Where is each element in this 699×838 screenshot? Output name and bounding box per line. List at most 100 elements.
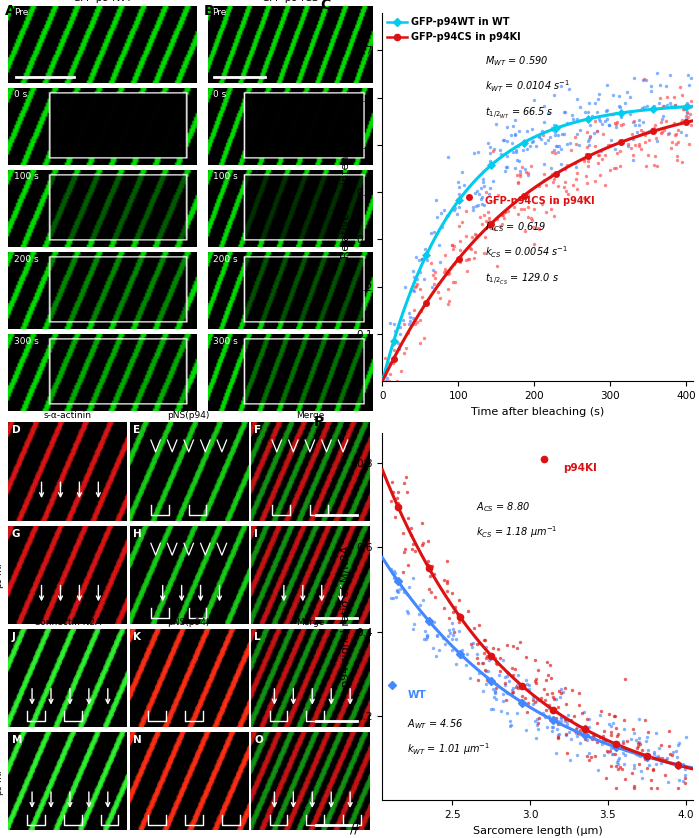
Point (684, 137, 695, 150)
Point (419, 243, 431, 256)
Text: Merge: Merge (296, 618, 324, 627)
Point (445, 626, 456, 639)
Point (393, 586, 404, 599)
Point (615, 111, 626, 124)
Point (620, 747, 631, 761)
Point (657, 99, 668, 112)
Point (565, 732, 576, 746)
Text: E: E (133, 426, 140, 435)
Point (398, 477, 410, 490)
Point (544, 170, 555, 184)
Point (423, 582, 434, 596)
Point (679, 772, 691, 785)
Point (497, 217, 508, 230)
Point (540, 693, 551, 706)
Point (514, 125, 525, 138)
Text: 200 s: 200 s (14, 255, 38, 263)
Point (542, 655, 553, 669)
Point (477, 173, 489, 186)
Point (669, 128, 680, 142)
Point (596, 705, 607, 718)
Point (618, 758, 629, 771)
Point (505, 718, 516, 732)
Point (519, 163, 531, 176)
Point (672, 758, 683, 772)
Point (425, 586, 436, 599)
Point (547, 146, 558, 159)
Point (589, 727, 600, 741)
Point (501, 149, 512, 163)
Point (384, 356, 395, 370)
Point (431, 649, 442, 662)
Point (651, 160, 663, 173)
Point (479, 246, 490, 260)
Point (433, 238, 444, 251)
Point (414, 336, 425, 349)
Point (439, 262, 450, 276)
Point (581, 177, 592, 190)
Text: L: L (254, 632, 261, 642)
Point (635, 747, 647, 760)
Point (542, 720, 553, 733)
Point (473, 618, 484, 631)
Text: H: H (133, 529, 142, 539)
Point (500, 693, 511, 706)
Point (426, 226, 437, 240)
Point (654, 96, 665, 109)
Point (672, 153, 683, 167)
Text: $M_{CS}$ = 0.619: $M_{CS}$ = 0.619 (485, 220, 547, 234)
Point (537, 197, 548, 210)
Point (605, 728, 617, 742)
Point (528, 697, 539, 711)
Point (435, 206, 446, 220)
Point (665, 100, 677, 113)
Point (528, 134, 539, 147)
Point (510, 128, 521, 142)
Point (488, 683, 499, 696)
Point (473, 666, 484, 680)
Point (482, 205, 493, 219)
Point (453, 615, 464, 628)
Point (657, 125, 668, 138)
Point (490, 117, 501, 131)
Point (428, 225, 440, 239)
Point (648, 99, 659, 112)
Point (682, 106, 693, 120)
Point (628, 71, 640, 85)
Point (511, 145, 522, 158)
Point (588, 730, 599, 743)
Point (570, 156, 581, 169)
Point (655, 757, 666, 770)
Point (442, 577, 453, 590)
Point (567, 683, 578, 696)
Point (542, 668, 553, 681)
Point (600, 148, 611, 162)
Point (418, 332, 429, 345)
Point (661, 99, 672, 112)
Point (610, 736, 621, 749)
Point (522, 189, 533, 202)
Point (603, 708, 614, 722)
Point (656, 126, 667, 139)
Point (679, 776, 691, 789)
Point (403, 318, 415, 331)
Text: $k_{WT}$ = 1.01 $\mu$m$^{-1}$: $k_{WT}$ = 1.01 $\mu$m$^{-1}$ (408, 741, 491, 757)
Point (402, 607, 413, 620)
Point (553, 732, 564, 745)
Point (550, 147, 561, 160)
Point (608, 716, 619, 730)
Point (473, 673, 484, 686)
Point (521, 124, 532, 137)
Text: pNS(p94): pNS(p94) (168, 411, 210, 421)
Point (411, 277, 422, 291)
Point (540, 136, 551, 149)
Point (561, 714, 572, 727)
Point (559, 176, 570, 189)
Point (533, 716, 544, 729)
Point (527, 691, 538, 704)
Point (512, 679, 523, 692)
Point (677, 773, 689, 787)
Point (618, 734, 629, 747)
Point (579, 106, 591, 119)
Point (580, 722, 591, 736)
